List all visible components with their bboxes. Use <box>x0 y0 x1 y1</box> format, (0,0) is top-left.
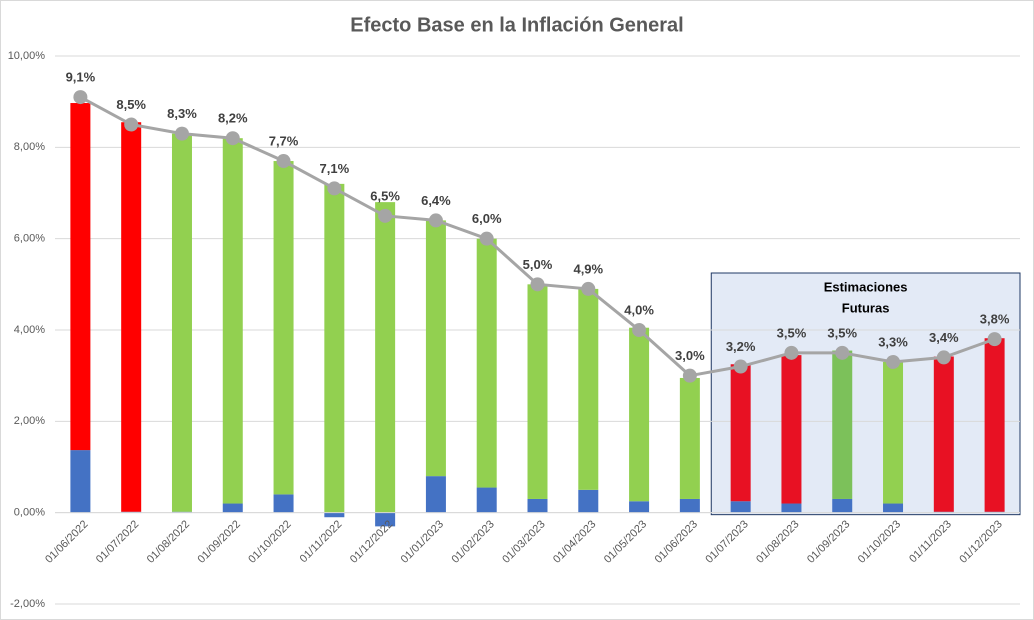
bar-segment <box>883 361 904 504</box>
data-label: 4,9% <box>573 261 603 276</box>
bar-segment <box>781 503 802 513</box>
bar-segment <box>70 103 91 451</box>
bar-segment <box>222 138 243 504</box>
bar-segment <box>171 133 192 512</box>
data-label: 6,5% <box>370 188 400 203</box>
data-label: 8,5% <box>116 97 146 112</box>
line-point <box>225 131 240 146</box>
y-tick-label: 8,00% <box>14 141 45 153</box>
bar-segment <box>222 503 243 513</box>
line-point <box>378 208 393 223</box>
annotation-text: Estimaciones <box>824 279 908 294</box>
chart-title: Efecto Base en la Inflación General <box>350 14 683 36</box>
bar-segment <box>324 512 345 518</box>
bar-segment <box>629 501 650 513</box>
y-tick-label: 0,00% <box>14 507 45 519</box>
bar-segment <box>425 220 446 477</box>
line-point <box>936 350 951 365</box>
data-label: 3,5% <box>827 325 857 340</box>
data-label: 7,7% <box>269 133 299 148</box>
line-point <box>784 345 799 360</box>
bar-segment <box>425 476 446 513</box>
data-label: 3,5% <box>777 325 807 340</box>
line-point <box>479 231 494 246</box>
line-point <box>632 323 647 337</box>
data-label: 8,2% <box>218 111 248 126</box>
y-tick-label: -2,00% <box>10 598 45 610</box>
data-label: 4,0% <box>624 302 654 317</box>
bar-segment <box>476 487 497 513</box>
line-point <box>733 359 748 374</box>
bar-segment <box>527 498 548 513</box>
bar-segment <box>375 512 396 527</box>
bar-segment <box>984 338 1005 512</box>
line-point <box>835 345 850 360</box>
bar-segment <box>629 327 650 502</box>
data-label: 3,2% <box>726 339 756 354</box>
line-point <box>174 126 189 141</box>
line-point <box>73 90 88 105</box>
line-point <box>276 154 291 169</box>
bar-segment <box>375 202 396 513</box>
bar-segment <box>730 501 751 513</box>
y-tick-label: 2,00% <box>14 415 45 427</box>
line-point <box>327 181 342 196</box>
line-point <box>581 281 596 296</box>
annotation-text: Futuras <box>842 300 890 315</box>
bar-segment <box>832 350 853 499</box>
data-label: 3,3% <box>878 334 908 349</box>
bar-segment <box>933 356 954 512</box>
line-point <box>886 354 901 369</box>
line-point <box>428 213 443 228</box>
line-point <box>530 277 545 292</box>
y-tick-label: 6,00% <box>14 233 45 245</box>
bar-segment <box>730 364 751 502</box>
bar-segment <box>578 288 599 490</box>
bar-segment <box>70 450 91 513</box>
bar-segment <box>527 284 548 499</box>
data-label: 6,0% <box>472 211 502 226</box>
bar-segment <box>578 489 599 513</box>
y-tick-label: 10,00% <box>8 50 46 62</box>
bar-segment <box>781 355 802 504</box>
bar-segment <box>832 498 853 513</box>
data-label: 8,3% <box>167 106 197 121</box>
bar-segment <box>883 503 904 513</box>
data-label: 9,1% <box>66 70 96 85</box>
data-label: 6,4% <box>421 193 451 208</box>
bar-segment <box>324 183 345 513</box>
line-point <box>124 117 139 132</box>
line-point <box>987 332 1002 347</box>
data-label: 3,8% <box>980 312 1010 327</box>
bar-segment <box>679 498 700 513</box>
bar-segment <box>121 122 142 512</box>
bar-segment <box>273 161 294 495</box>
bar-segment <box>476 238 497 488</box>
data-label: 3,0% <box>675 348 705 363</box>
bar-segment <box>679 377 700 499</box>
y-tick-label: 4,00% <box>14 324 45 336</box>
data-label: 3,4% <box>929 330 959 345</box>
line-point <box>682 368 697 383</box>
data-label: 7,1% <box>320 161 350 176</box>
annotation-box <box>710 272 1021 516</box>
data-label: 5,0% <box>523 257 553 272</box>
bar-segment <box>273 494 294 513</box>
